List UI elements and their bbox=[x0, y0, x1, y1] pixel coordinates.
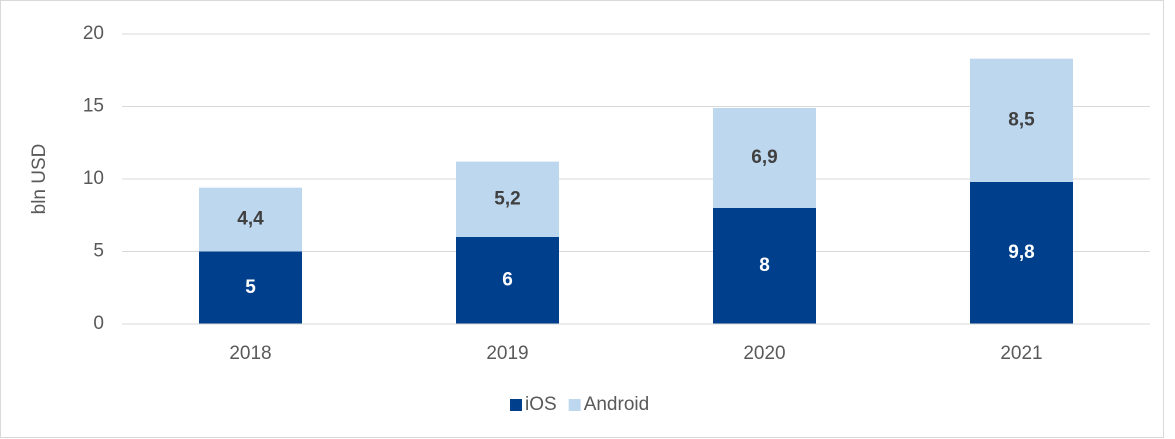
data-label: 6,9 bbox=[751, 147, 777, 168]
legend-swatch bbox=[568, 399, 581, 411]
legend-label: iOS bbox=[525, 394, 557, 415]
x-tick-label: 2019 bbox=[486, 343, 528, 364]
bar bbox=[199, 251, 302, 324]
bar bbox=[456, 237, 559, 324]
y-tick-label: 0 bbox=[93, 313, 104, 334]
bar bbox=[713, 208, 816, 324]
bar bbox=[970, 58, 1073, 182]
legend-swatch bbox=[510, 399, 522, 411]
bar bbox=[199, 187, 302, 252]
x-tick-label: 2018 bbox=[229, 343, 271, 364]
x-tick-label: 2021 bbox=[1000, 343, 1042, 364]
bar bbox=[970, 181, 1073, 324]
bar bbox=[713, 107, 816, 208]
y-axis-label: bln USD bbox=[29, 144, 50, 215]
data-label: 8,5 bbox=[1008, 109, 1035, 130]
y-tick-label: 20 bbox=[83, 23, 104, 44]
x-tick-label: 2020 bbox=[743, 343, 785, 364]
bar bbox=[456, 161, 559, 237]
data-label: 9,8 bbox=[1008, 242, 1034, 263]
legend-label: Android bbox=[584, 394, 650, 415]
data-label: 4,4 bbox=[237, 209, 264, 230]
data-label: 6 bbox=[502, 270, 513, 291]
y-tick-label: 15 bbox=[83, 96, 104, 117]
data-label: 8 bbox=[759, 255, 770, 276]
data-label: 5 bbox=[245, 277, 256, 298]
y-tick-label: 5 bbox=[93, 241, 104, 262]
y-tick-label: 10 bbox=[83, 168, 104, 189]
data-label: 5,2 bbox=[494, 188, 520, 209]
